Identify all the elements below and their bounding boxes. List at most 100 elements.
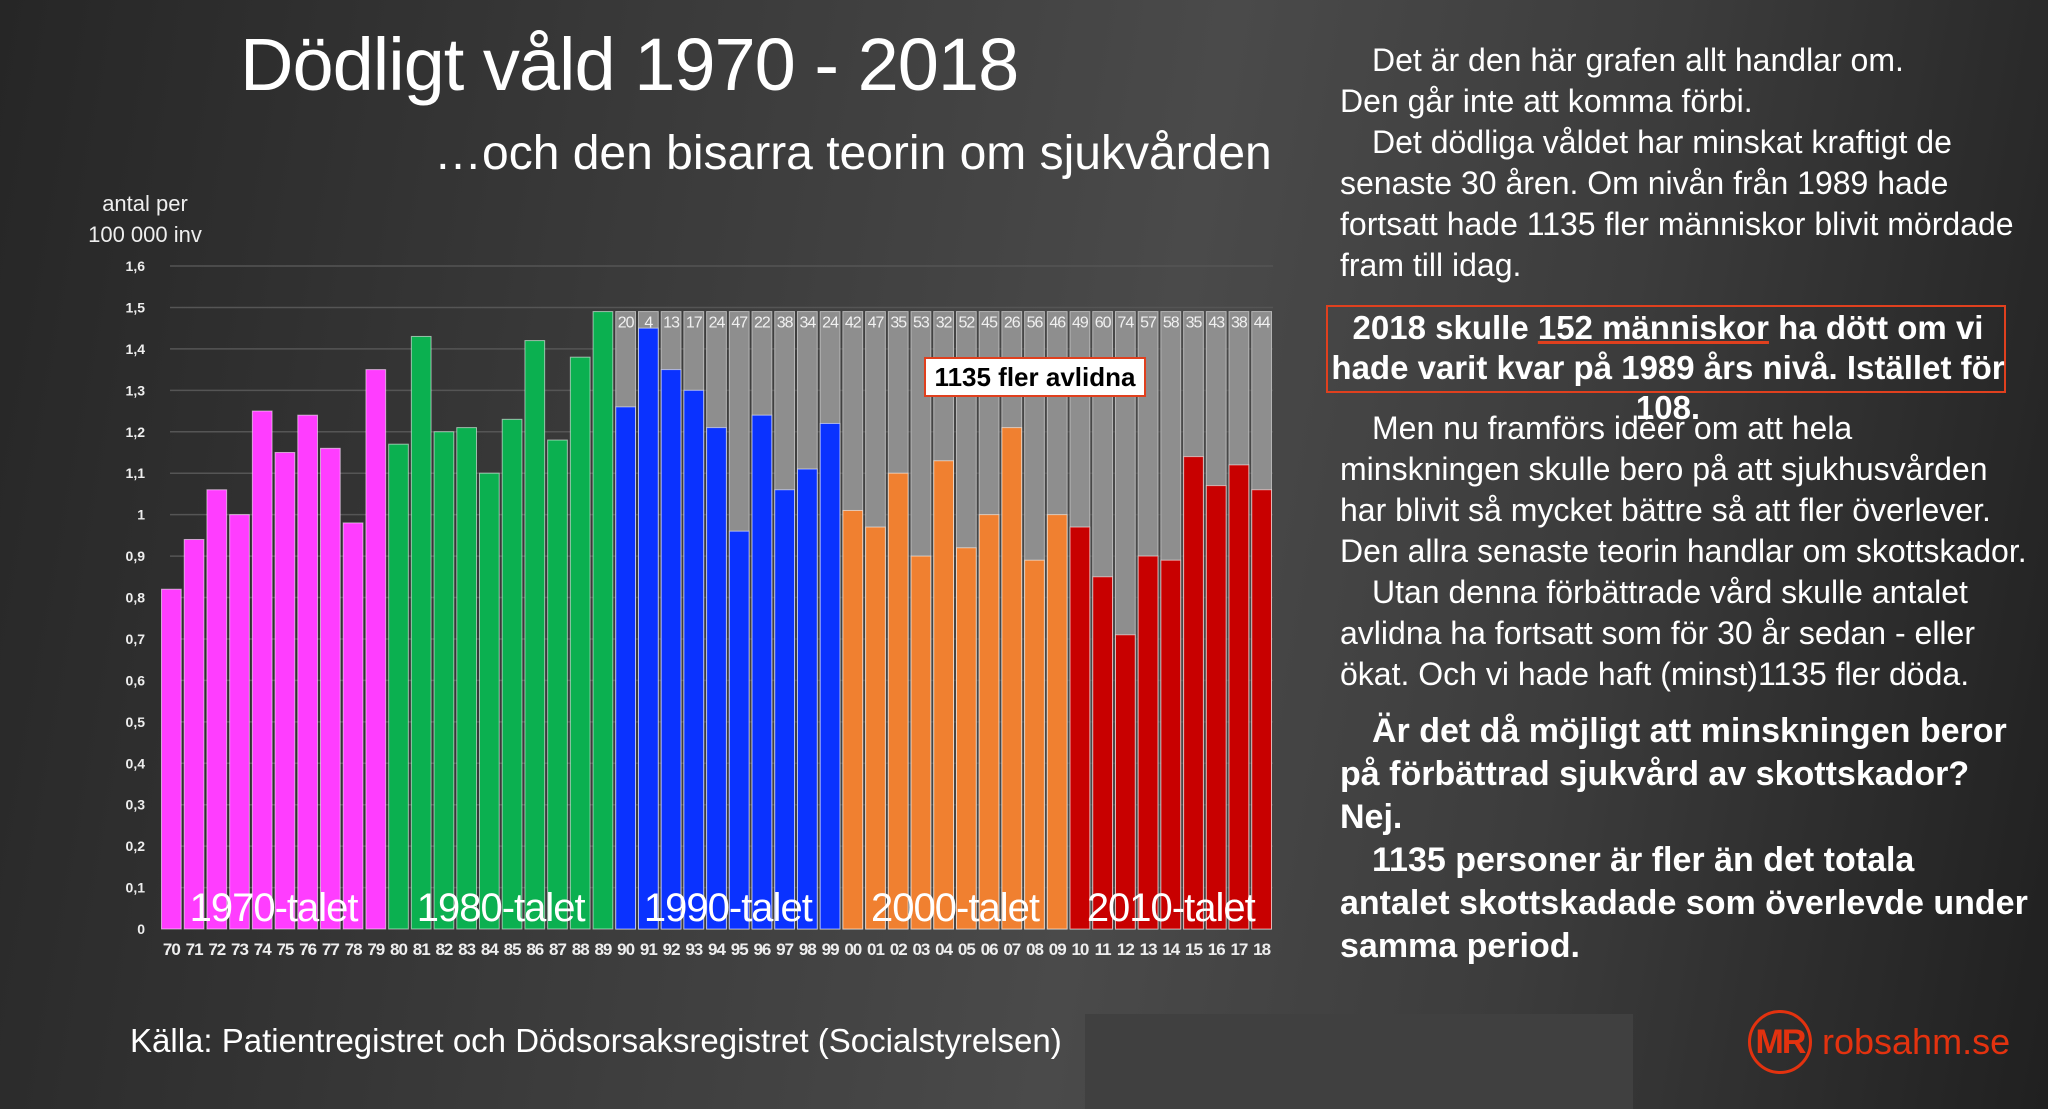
logo-mr-icon: MR	[1748, 1010, 1812, 1074]
x-tick-label: 86	[526, 940, 543, 959]
bar	[161, 588, 182, 930]
y-axis-label: antal per 100 000 inv	[70, 188, 220, 250]
y-tick-label: 1,2	[126, 424, 146, 440]
bar	[956, 547, 977, 930]
y-tick-label: 1,3	[126, 382, 146, 398]
intro-text: Det är den här grafen allt handlar om. D…	[1340, 40, 2030, 286]
x-tick-label: 95	[731, 940, 748, 959]
y-tick-label: 1,1	[126, 465, 146, 481]
page-subtitle: …och den bisarra teorin om sjukvården	[434, 127, 1272, 180]
bar	[1092, 576, 1114, 930]
x-tick-label: 17	[1230, 940, 1247, 959]
bar	[524, 340, 546, 930]
excess-deaths-label: 17	[686, 315, 703, 332]
x-tick-label: 81	[413, 940, 430, 959]
bar	[1251, 489, 1273, 930]
decade-label: 2010-talet	[1087, 886, 1256, 930]
x-tick-label: 15	[1185, 940, 1202, 959]
x-tick-label: 97	[776, 940, 793, 959]
excess-deaths-label: 20	[618, 315, 635, 332]
excess-deaths-label: 45	[981, 315, 998, 332]
bar	[751, 414, 773, 930]
excess-deaths-label: 44	[1254, 315, 1271, 332]
excess-deaths-label: 60	[1095, 315, 1112, 332]
excess-deaths-label: 34	[799, 315, 816, 332]
x-tick-label: 82	[435, 940, 452, 959]
source-note: Källa: Patientregistret och Dödsorsaksre…	[130, 1022, 1062, 1059]
x-tick-label: 09	[1049, 940, 1066, 959]
bar	[1160, 559, 1182, 930]
conclusion-text: Är det då möjligt att minskningen beror …	[1340, 710, 2030, 968]
x-tick-label: 89	[594, 940, 611, 959]
excess-deaths-label: 22	[754, 315, 771, 332]
bar	[978, 514, 1000, 930]
logo-site-link[interactable]: robsahm.se	[1822, 1021, 2011, 1062]
x-tick-label: 06	[981, 940, 998, 959]
x-tick-label: 83	[458, 940, 475, 959]
x-tick-label: 70	[163, 940, 180, 959]
x-tick-label: 13	[1140, 940, 1157, 959]
intro-line-2: Den går inte att komma förbi.	[1340, 83, 1753, 119]
y-tick-label: 0,7	[126, 631, 146, 647]
theory-paragraph-1: Men nu framförs idéer om att hela minskn…	[1340, 410, 2027, 569]
bar	[910, 555, 932, 930]
excess-deaths-label: 38	[777, 315, 794, 332]
excess-deaths-label: 38	[1231, 315, 1248, 332]
y-tick-label: 0	[137, 921, 145, 937]
excess-deaths-label: 43	[1208, 315, 1225, 332]
site-logo[interactable]: MR robsahm.se	[1748, 1010, 2010, 1074]
excess-deaths-label: 52	[958, 315, 975, 332]
bar	[410, 335, 432, 930]
excess-deaths-label: 24	[822, 315, 839, 332]
bar	[728, 530, 750, 930]
x-tick-label: 01	[867, 940, 884, 959]
y-tick-label: 0,5	[126, 714, 146, 730]
x-tick-label: 03	[912, 940, 929, 959]
bar	[1205, 485, 1227, 930]
conclusion-answer: Nej.	[1340, 798, 1403, 836]
bar	[660, 369, 682, 930]
theory-text: Men nu framförs idéer om att hela minskn…	[1340, 408, 2030, 695]
highlight-box	[1326, 305, 2006, 393]
bar	[433, 431, 455, 930]
excess-deaths-label: 58	[1163, 315, 1180, 332]
bar	[638, 327, 659, 930]
x-tick-label: 92	[663, 940, 680, 959]
bar	[501, 418, 523, 930]
x-tick-label: 74	[254, 940, 272, 959]
x-tick-label: 90	[617, 940, 634, 959]
y-tick-label: 1	[137, 507, 145, 523]
decade-label: 1970-talet	[190, 886, 359, 930]
bar	[206, 489, 228, 930]
x-tick-label: 88	[572, 940, 589, 959]
excess-deaths-label: 13	[663, 315, 680, 332]
x-tick-label: 71	[186, 940, 203, 959]
y-tick-label: 0,9	[126, 548, 146, 564]
annotation-box	[924, 357, 1146, 397]
x-tick-label: 08	[1026, 940, 1043, 959]
x-tick-label: 94	[708, 940, 726, 959]
bar	[342, 522, 364, 930]
bar	[547, 439, 568, 930]
y-tick-label: 0,6	[126, 672, 146, 688]
bar	[388, 443, 409, 930]
theory-paragraph-2: Utan denna förbättrade vård skulle antal…	[1340, 574, 1975, 692]
bar	[320, 447, 341, 930]
bar	[1115, 634, 1136, 930]
excess-deaths-label: 47	[731, 315, 748, 332]
conclusion-question: Är det då möjligt att minskningen beror …	[1340, 712, 2007, 793]
x-tick-label: 77	[322, 940, 339, 959]
bar	[1046, 514, 1068, 930]
excess-deaths-label: 53	[913, 315, 930, 332]
x-tick-label: 79	[367, 940, 384, 959]
bar	[569, 356, 591, 930]
bar	[479, 472, 500, 930]
y-tick-label: 0,4	[126, 755, 146, 771]
x-tick-label: 96	[753, 940, 770, 959]
x-tick-label: 12	[1117, 940, 1134, 959]
highlight-text: 2018 skulle 152 människor ha dött om vi …	[1330, 308, 2006, 428]
y-tick-label: 0,1	[126, 880, 146, 896]
bar	[819, 422, 841, 930]
bar	[887, 472, 909, 930]
bar	[183, 538, 205, 930]
